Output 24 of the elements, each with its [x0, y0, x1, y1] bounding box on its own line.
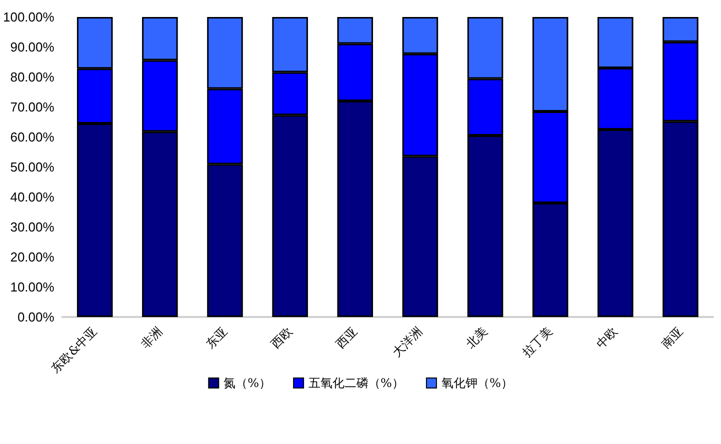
y-tick-label: 100.00% — [2, 10, 55, 24]
legend-label: 氮（%） — [224, 376, 272, 390]
x-tick-label: 北美 — [463, 324, 490, 351]
x-tick-label: 中欧 — [593, 324, 620, 351]
legend-label: 氧化钾（%） — [441, 376, 513, 390]
x-tick-label: 东亚 — [203, 324, 230, 351]
legend-label: 五氧化二磷（%） — [308, 376, 404, 390]
x-tick-label: 大洋洲 — [390, 324, 426, 360]
x-tick-label: 南亚 — [658, 324, 686, 351]
x-tick-label: 东欧&中亚 — [48, 324, 100, 376]
y-tick-label: 40.00% — [10, 190, 55, 204]
x-tick-label: 非洲 — [138, 324, 165, 351]
y-tick-label: 90.00% — [10, 40, 55, 54]
x-tick-label: 西亚 — [333, 324, 360, 351]
y-tick-label: 30.00% — [10, 220, 55, 234]
x-tick-label: 西欧 — [268, 324, 296, 351]
y-tick-label: 20.00% — [10, 250, 55, 264]
x-tick-label: 拉丁美 — [520, 324, 556, 360]
y-tick-label: 70.00% — [10, 100, 55, 114]
y-tick-label: 60.00% — [10, 130, 55, 144]
y-tick-label: 0.00% — [17, 310, 55, 324]
y-tick-label: 50.00% — [10, 160, 55, 174]
y-tick-label: 10.00% — [10, 280, 55, 294]
y-tick-label: 80.00% — [10, 70, 55, 84]
